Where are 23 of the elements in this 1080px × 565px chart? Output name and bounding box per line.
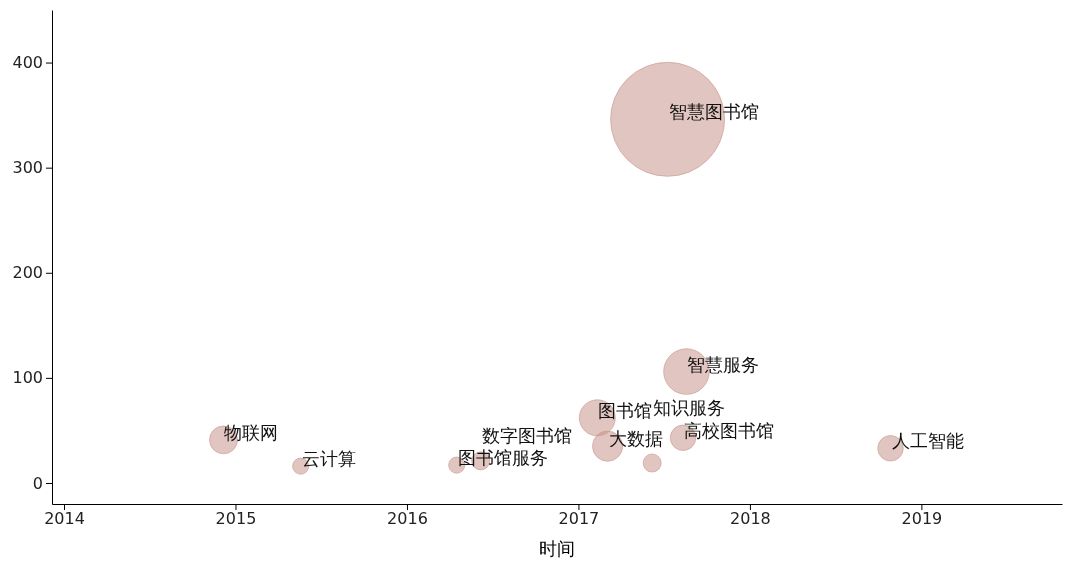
y-tick-label: 100 (12, 368, 43, 388)
annotation: 物联网 (224, 421, 279, 443)
y-tick-label: 200 (12, 263, 43, 283)
annotation: 图书馆服务 (457, 447, 548, 469)
x-tick-label: 2017 (558, 509, 600, 529)
annotation: 大数据 (608, 428, 663, 450)
annotation: 人工智能 (891, 430, 964, 452)
x-tick-label: 2019 (901, 509, 943, 529)
annotation: 智慧图书馆 (668, 101, 759, 123)
annotation: 图书馆 (598, 399, 653, 421)
annotation: 高校图书馆 (684, 419, 775, 441)
x-tick-label: 2016 (387, 509, 428, 529)
annotation: 智慧服务 (687, 353, 760, 375)
x-tick-label: 2015 (215, 509, 257, 529)
y-tick-label: 0 (32, 473, 43, 493)
x-tick-label: 2018 (730, 509, 771, 529)
x-tick-label: 2014 (44, 509, 85, 529)
annotation: 数字图书馆 (481, 424, 572, 446)
y-tick-label: 400 (12, 53, 43, 73)
x-axis-title: 时间 (539, 538, 575, 559)
annotation: 知识服务 (653, 397, 726, 419)
y-tick-label: 300 (12, 158, 43, 178)
annotation: 云计算 (301, 448, 356, 470)
